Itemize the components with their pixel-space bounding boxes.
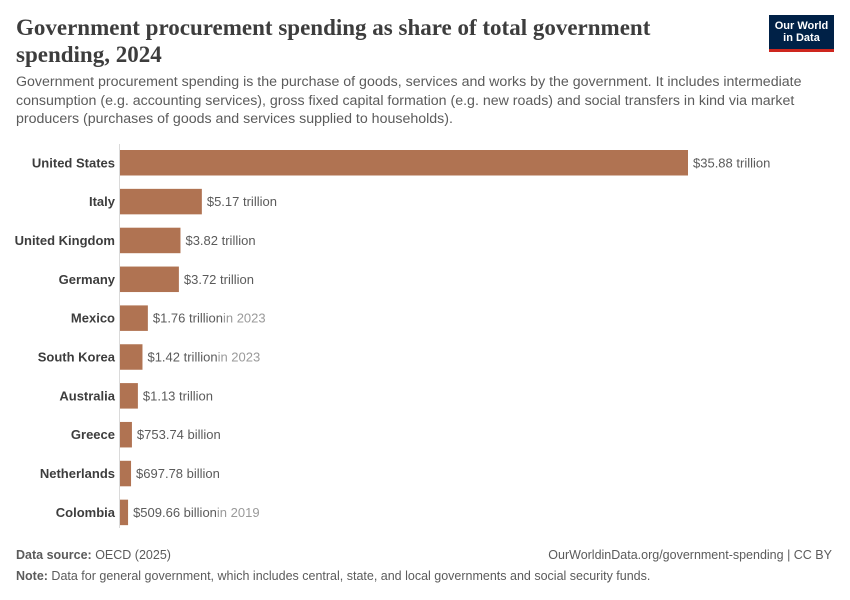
chart-note: Note: Data for general government, which… [16, 569, 650, 583]
year-note: in 2023 [218, 350, 261, 365]
value-label: $1.76 trillionin 2023 [153, 311, 266, 326]
bar-mexico[interactable] [120, 305, 148, 331]
bar-united-kingdom[interactable] [120, 227, 181, 254]
value-label: $1.42 trillionin 2023 [147, 350, 260, 365]
category-label: Colombia [56, 505, 116, 520]
category-label: South Korea [38, 350, 116, 365]
year-note: in 2023 [223, 311, 266, 326]
bar-italy[interactable] [120, 188, 202, 215]
note-label: Note: [16, 569, 48, 583]
credit-link[interactable]: OurWorldinData.org/government-spending |… [548, 548, 832, 562]
value-label: $1.13 trillion [143, 388, 213, 403]
bar-united-states[interactable] [120, 150, 688, 176]
bar-netherlands[interactable] [120, 460, 132, 487]
logo-line-2: in Data [783, 32, 820, 44]
category-label: Germany [59, 272, 116, 287]
category-label: Mexico [71, 311, 115, 326]
value-label: $753.74 billion [137, 427, 221, 442]
logo-line-1: Our World [774, 20, 829, 32]
value-label: $3.82 trillion [185, 233, 255, 248]
chart-subtitle: Government procurement spending is the p… [16, 74, 802, 127]
source-label: Data source: [16, 548, 92, 562]
category-label: United States [32, 155, 115, 170]
bar-australia[interactable] [120, 383, 138, 409]
bar-chart: United States $35.88 trillion Italy $5.17 t… [15, 144, 770, 528]
bar-colombia[interactable] [120, 499, 129, 526]
year-note: in 2019 [217, 505, 260, 520]
data-source: Data source: OECD (2025) [16, 548, 171, 562]
value-label: $3.72 trillion [184, 272, 254, 287]
source-link[interactable]: OECD (2025) [91, 548, 171, 562]
chart-title: Government procurement spending as share… [16, 15, 651, 67]
category-label: Australia [59, 388, 115, 403]
category-label: Netherlands [40, 466, 115, 481]
bar-greece[interactable] [120, 421, 132, 448]
bar-south-korea[interactable] [120, 344, 143, 370]
value-label: $35.88 trillion [693, 155, 770, 170]
category-label: United Kingdom [15, 233, 115, 248]
value-label: $5.17 trillion [207, 194, 277, 209]
value-label: $697.78 billion [136, 466, 220, 481]
category-label: Italy [89, 194, 116, 209]
category-label: Greece [71, 427, 115, 442]
owid-logo[interactable]: Our World in Data [769, 15, 834, 52]
note-text: Data for general government, which inclu… [47, 569, 651, 583]
bar-germany[interactable] [120, 266, 179, 293]
value-label: $509.66 billionin 2019 [133, 505, 260, 520]
